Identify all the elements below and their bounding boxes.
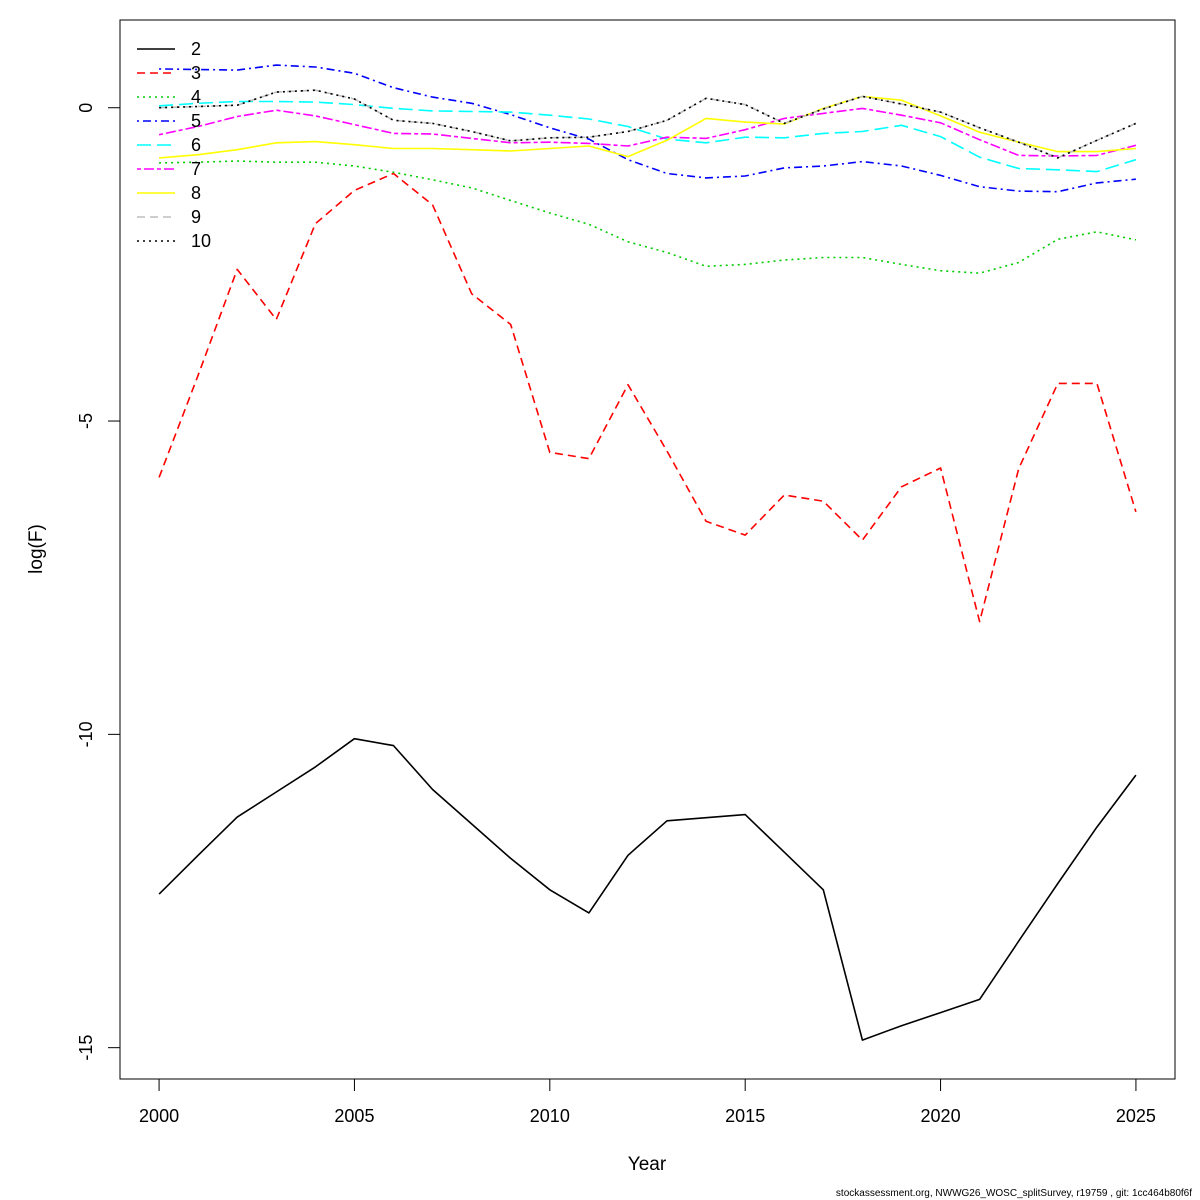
y-axis: -15 -10 -5 0: [76, 103, 121, 1061]
y-tick-label: -15: [76, 1035, 96, 1061]
series-line-10: [159, 89, 1137, 159]
series-line-4: [159, 160, 1137, 275]
legend-label: 2: [191, 39, 201, 59]
series-line-6: [159, 100, 1137, 173]
footer-credit: stockassessment.org, NWWG26_WOSC_splitSu…: [836, 1188, 1192, 1199]
series-line-8: [159, 95, 1136, 159]
y-tick-label: -5: [76, 413, 96, 429]
plot-frame: [119, 19, 1176, 1080]
y-tick-label: 0: [76, 103, 96, 113]
legend-label: 5: [191, 111, 201, 131]
x-tick-label: 2020: [921, 1106, 961, 1126]
x-axis-title: Year: [628, 1154, 667, 1175]
legend-label: 8: [191, 183, 201, 203]
legend-label: 4: [191, 87, 201, 107]
y-tick-label: -10: [76, 721, 96, 747]
legend-label: 10: [191, 231, 211, 251]
x-tick-label: 2000: [139, 1106, 179, 1126]
legend-label: 7: [191, 159, 201, 179]
series-line-7: [158, 107, 1137, 157]
x-axis: 2000 2005 2010 2015 2020 2025: [139, 1078, 1156, 1126]
legend-label: 3: [191, 63, 201, 83]
series-line-3: [158, 172, 1137, 623]
series-line-5: [159, 64, 1136, 193]
x-tick-label: 2025: [1116, 1106, 1156, 1126]
legend-label: 9: [191, 207, 201, 227]
x-tick-label: 2015: [725, 1106, 765, 1126]
x-tick-label: 2005: [334, 1106, 374, 1126]
x-tick-label: 2010: [530, 1106, 570, 1126]
y-axis-title: log(F): [26, 524, 47, 574]
series-line-2: [158, 737, 1137, 1041]
legend-label: 6: [191, 135, 201, 155]
legend: 2 3 4 5 6 7 8 9 10: [137, 39, 211, 251]
series-layer: [158, 64, 1137, 1041]
